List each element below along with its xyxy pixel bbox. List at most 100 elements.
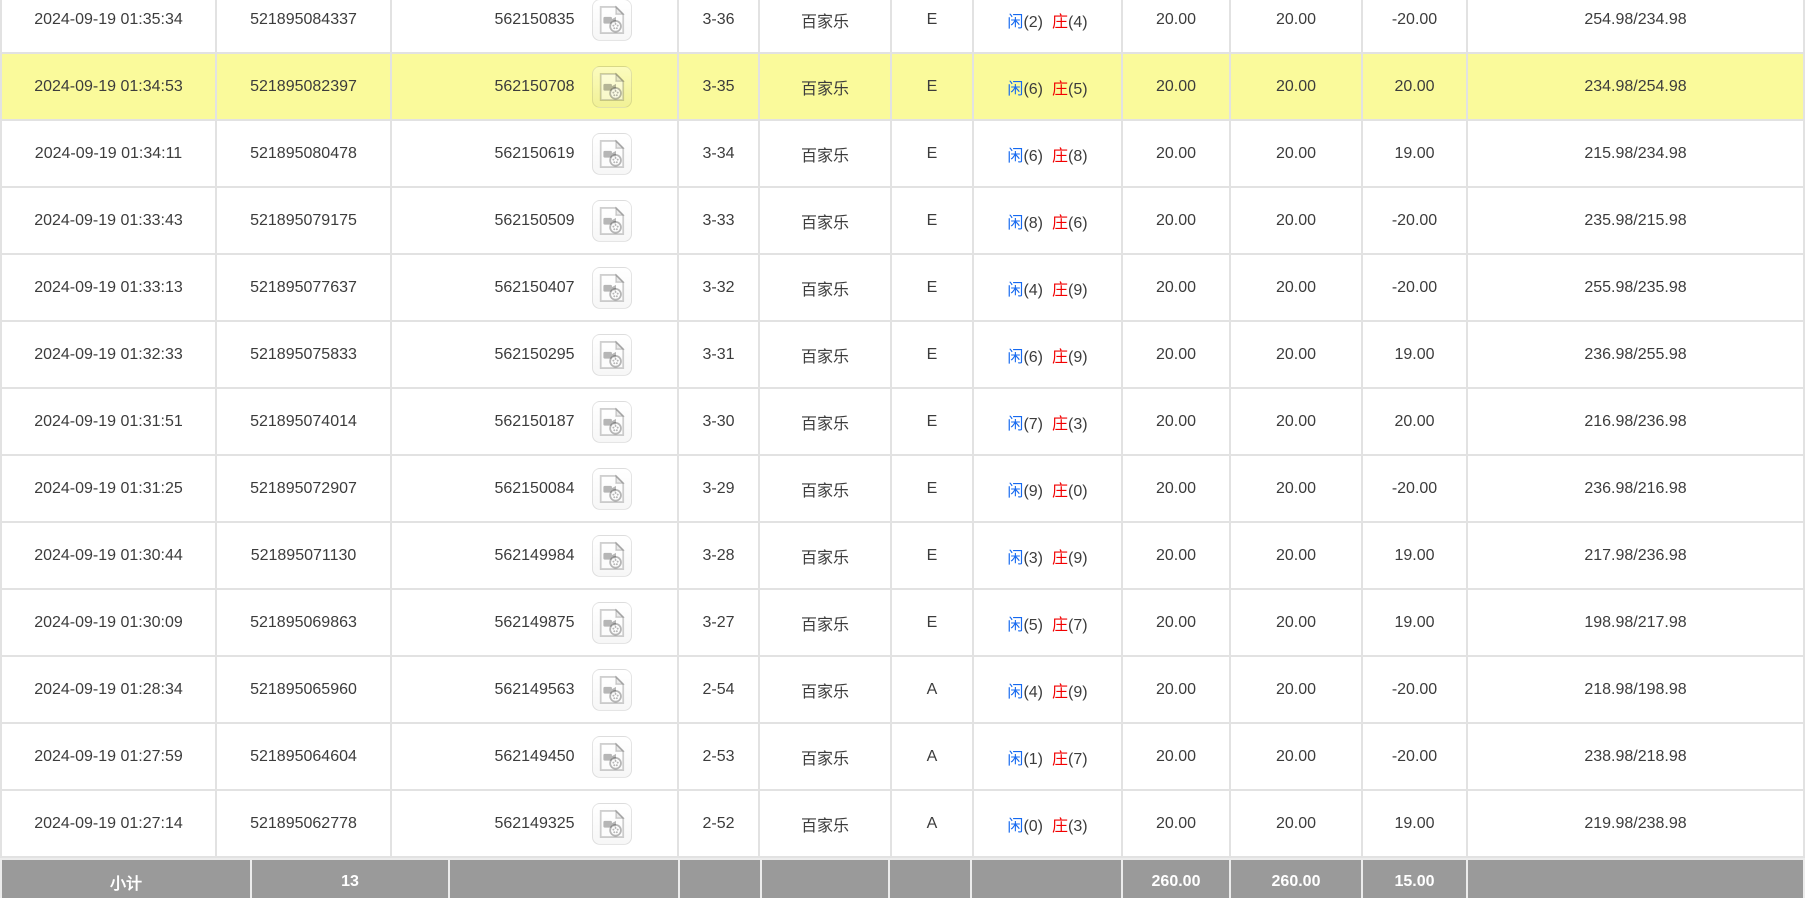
record-row[interactable]: 2024-09-19 01:33:43 521895079175 5621505… xyxy=(0,186,1805,255)
subtotal-count: 13 xyxy=(250,858,450,898)
result-banker-label: 庄 xyxy=(1052,482,1069,500)
video-replay-button[interactable] xyxy=(591,65,632,108)
cell-balance: 215.98/234.98 xyxy=(1466,119,1805,188)
cell-win-loss: -20.00 xyxy=(1361,655,1468,724)
subtotal-empty-cell xyxy=(678,858,762,898)
records-body: 2024-09-19 01:35:34 521895084337 5621508… xyxy=(0,0,1805,858)
cell-valid-amount: 20.00 xyxy=(1229,320,1363,389)
video-replay-button[interactable] xyxy=(591,534,632,577)
result-player-points: (9) xyxy=(1023,482,1043,500)
result-banker-points: (6) xyxy=(1068,214,1088,232)
cell-round: 3-27 xyxy=(677,588,760,657)
cell-bet-amount: 20.00 xyxy=(1121,253,1231,322)
record-row[interactable]: 2024-09-19 01:31:51 521895074014 5621501… xyxy=(0,387,1805,456)
cell-result: 闲(9) 庄(0) xyxy=(972,454,1123,523)
cell-win-loss: -20.00 xyxy=(1361,0,1468,54)
cell-balance: 236.98/255.98 xyxy=(1466,320,1805,389)
result-banker-points: (7) xyxy=(1068,750,1088,768)
record-row[interactable]: 2024-09-19 01:27:59 521895064604 5621494… xyxy=(0,722,1805,791)
cell-round: 3-29 xyxy=(677,454,760,523)
cell-game-number: 562150407 xyxy=(390,253,679,322)
cell-game-number: 562150084 xyxy=(390,454,679,523)
cell-round: 3-35 xyxy=(677,52,760,121)
game-number-text: 562150708 xyxy=(494,77,575,95)
game-number-text: 562150407 xyxy=(494,278,575,296)
cell-round: 2-52 xyxy=(677,789,760,858)
record-row[interactable]: 2024-09-19 01:34:53 521895082397 5621507… xyxy=(0,52,1805,121)
result-player-points: (4) xyxy=(1023,683,1043,701)
cell-bet-amount: 20.00 xyxy=(1121,0,1231,54)
cell-table-code: E xyxy=(890,521,974,590)
video-file-icon xyxy=(599,138,625,168)
video-file-icon xyxy=(599,607,625,637)
video-replay-button[interactable] xyxy=(591,0,632,41)
cell-balance: 216.98/236.98 xyxy=(1466,387,1805,456)
result-player-label: 闲 xyxy=(1007,549,1024,567)
result-banker-label: 庄 xyxy=(1052,147,1069,165)
video-replay-button[interactable] xyxy=(591,132,632,175)
cell-table-code: E xyxy=(890,52,974,121)
result-banker-label: 庄 xyxy=(1052,281,1069,299)
video-replay-button[interactable] xyxy=(591,199,632,242)
video-replay-button[interactable] xyxy=(591,668,632,711)
cell-game-type: 百家乐 xyxy=(758,521,892,590)
result-player-label: 闲 xyxy=(1007,214,1024,232)
result-banker-points: (5) xyxy=(1068,80,1088,98)
cell-result: 闲(5) 庄(7) xyxy=(972,588,1123,657)
subtotal-row: 小计 13 260.00 260.00 15.00 xyxy=(0,858,1805,898)
video-replay-button[interactable] xyxy=(591,735,632,778)
cell-valid-amount: 20.00 xyxy=(1229,52,1363,121)
subtotal-empty-cell xyxy=(888,858,972,898)
cell-game-type: 百家乐 xyxy=(758,119,892,188)
record-row[interactable]: 2024-09-19 01:33:13 521895077637 5621504… xyxy=(0,253,1805,322)
cell-bet-id: 521895080478 xyxy=(215,119,392,188)
video-file-icon xyxy=(599,205,625,235)
cell-result: 闲(1) 庄(7) xyxy=(972,722,1123,791)
record-row[interactable]: 2024-09-19 01:34:11 521895080478 5621506… xyxy=(0,119,1805,188)
cell-bet-amount: 20.00 xyxy=(1121,454,1231,523)
cell-balance: 198.98/217.98 xyxy=(1466,588,1805,657)
cell-bet-time: 2024-09-19 01:27:59 xyxy=(0,722,217,791)
record-row[interactable]: 2024-09-19 01:27:14 521895062778 5621493… xyxy=(0,789,1805,858)
result-player-points: (4) xyxy=(1023,281,1043,299)
record-row[interactable]: 2024-09-19 01:30:09 521895069863 5621498… xyxy=(0,588,1805,657)
cell-bet-amount: 20.00 xyxy=(1121,119,1231,188)
result-banker-points: (9) xyxy=(1068,281,1088,299)
subtotal-label: 小计 xyxy=(0,858,252,898)
video-replay-button[interactable] xyxy=(591,266,632,309)
video-replay-button[interactable] xyxy=(591,400,632,443)
cell-bet-amount: 20.00 xyxy=(1121,722,1231,791)
video-replay-button[interactable] xyxy=(591,601,632,644)
result-banker-points: (8) xyxy=(1068,147,1088,165)
cell-result: 闲(6) 庄(5) xyxy=(972,52,1123,121)
video-file-icon xyxy=(599,540,625,570)
cell-game-type: 百家乐 xyxy=(758,320,892,389)
record-row[interactable]: 2024-09-19 01:35:34 521895084337 5621508… xyxy=(0,0,1805,54)
record-row[interactable]: 2024-09-19 01:31:25 521895072907 5621500… xyxy=(0,454,1805,523)
record-row[interactable]: 2024-09-19 01:32:33 521895075833 5621502… xyxy=(0,320,1805,389)
result-player-points: (6) xyxy=(1023,348,1043,366)
result-banker-label: 庄 xyxy=(1052,750,1069,768)
cell-bet-amount: 20.00 xyxy=(1121,387,1231,456)
cell-bet-time: 2024-09-19 01:30:44 xyxy=(0,521,217,590)
cell-round: 3-30 xyxy=(677,387,760,456)
cell-game-number: 562150619 xyxy=(390,119,679,188)
result-player-label: 闲 xyxy=(1007,683,1024,701)
video-replay-button[interactable] xyxy=(591,467,632,510)
cell-bet-time: 2024-09-19 01:31:51 xyxy=(0,387,217,456)
cell-table-code: E xyxy=(890,0,974,54)
record-row[interactable]: 2024-09-19 01:28:34 521895065960 5621495… xyxy=(0,655,1805,724)
result-player-points: (5) xyxy=(1023,616,1043,634)
cell-bet-time: 2024-09-19 01:34:11 xyxy=(0,119,217,188)
video-replay-button[interactable] xyxy=(591,802,632,845)
cell-balance: 234.98/254.98 xyxy=(1466,52,1805,121)
cell-game-type: 百家乐 xyxy=(758,588,892,657)
cell-balance: 238.98/218.98 xyxy=(1466,722,1805,791)
cell-valid-amount: 20.00 xyxy=(1229,253,1363,322)
result-banker-label: 庄 xyxy=(1052,683,1069,701)
bet-records-table: 2024-09-19 01:35:34 521895084337 5621508… xyxy=(0,0,1805,858)
record-row[interactable]: 2024-09-19 01:30:44 521895071130 5621499… xyxy=(0,521,1805,590)
subtotal-valid-total: 260.00 xyxy=(1229,858,1363,898)
video-replay-button[interactable] xyxy=(591,333,632,376)
